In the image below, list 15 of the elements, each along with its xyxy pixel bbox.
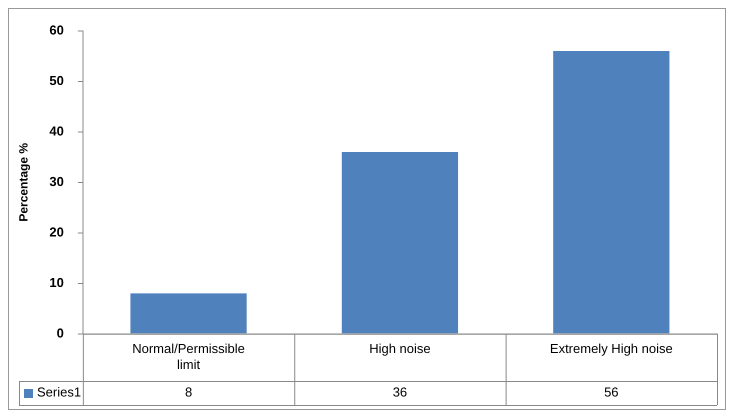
x-tick-label: Extremely High noise xyxy=(550,341,673,356)
y-tick-label: 50 xyxy=(49,72,64,88)
data-label: 56 xyxy=(604,384,619,400)
y-tick-label: 40 xyxy=(49,123,64,138)
legend-label: Series1 xyxy=(37,384,82,400)
y-tick-label: 30 xyxy=(49,174,64,189)
y-tick-label: 0 xyxy=(56,325,64,340)
data-label: 36 xyxy=(392,384,408,400)
y-tick-label: 10 xyxy=(49,274,64,290)
data-label: 8 xyxy=(184,384,192,400)
y-axis-title: Percentage % xyxy=(16,142,31,222)
x-tick-label: Normal/Permissible limit xyxy=(132,341,245,372)
y-tick-label: 20 xyxy=(49,224,64,240)
x-tick-label: High noise xyxy=(369,341,431,356)
y-tick-label: 60 xyxy=(49,22,64,38)
